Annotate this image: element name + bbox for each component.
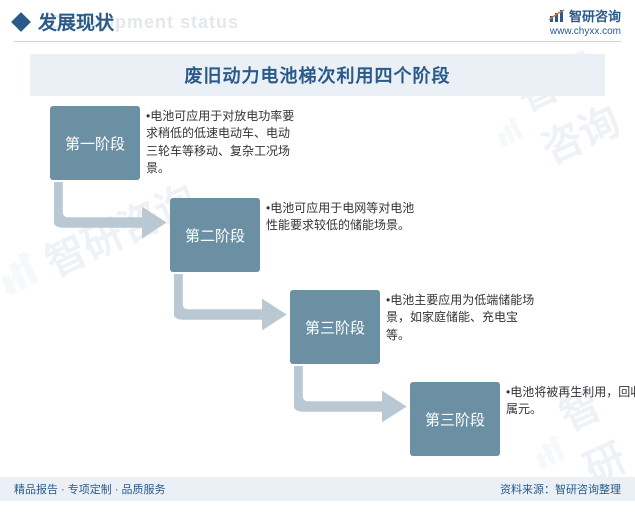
brand-bar-icon <box>549 9 565 23</box>
stage-label: 第三阶段 <box>425 409 485 430</box>
diamond-icon <box>11 12 31 32</box>
stage-4: 第三阶段 •电池将被再生利用，回收金属元。 <box>410 382 635 456</box>
header-title: 发展现状 <box>38 8 114 35</box>
stage-box: 第二阶段 <box>170 198 260 272</box>
stage-desc: •电池将被再生利用，回收金属元。 <box>506 382 635 419</box>
stage-label: 第三阶段 <box>305 317 365 338</box>
stage-desc: •电池主要应用为低端储能场景，如家庭储能、充电宝等。 <box>386 290 536 344</box>
footer: 精品报告 · 专项定制 · 品质服务 资料来源：智研咨询整理 <box>0 477 635 501</box>
footer-left: 精品报告 · 专项定制 · 品质服务 <box>14 481 166 497</box>
arrow-icon <box>54 182 184 247</box>
arrow-icon <box>294 366 424 431</box>
stage-desc: •电池可应用于电网等对电池性能要求较低的储能场景。 <box>266 198 416 235</box>
stage-box: 第三阶段 <box>290 290 380 364</box>
chart-title-container: 废旧动力电池梯次利用四个阶段 <box>30 54 605 96</box>
stage-1: 第一阶段 •电池可应用于对放电功率要求稍低的低速电动车、电动三轮车等移动、复杂工… <box>50 106 296 180</box>
stage-2: 第二阶段 •电池可应用于电网等对电池性能要求较低的储能场景。 <box>170 198 416 272</box>
header: Development status 发展现状 智研咨询 www.chyxx.c… <box>0 0 635 39</box>
header-brand: 智研咨询 www.chyxx.com <box>549 6 621 37</box>
stage-label: 第一阶段 <box>65 133 125 154</box>
stage-box: 第三阶段 <box>410 382 500 456</box>
header-divider <box>14 41 621 42</box>
brand-name: 智研咨询 <box>569 6 621 25</box>
arrow-icon <box>174 274 304 339</box>
stages-area: 第一阶段 •电池可应用于对放电功率要求稍低的低速电动车、电动三轮车等移动、复杂工… <box>20 106 615 466</box>
stage-label: 第二阶段 <box>185 225 245 246</box>
stage-desc: •电池可应用于对放电功率要求稍低的低速电动车、电动三轮车等移动、复杂工况场景。 <box>146 106 296 178</box>
footer-right: 资料来源：智研咨询整理 <box>500 481 621 497</box>
stage-box: 第一阶段 <box>50 106 140 180</box>
chart-title: 废旧动力电池梯次利用四个阶段 <box>30 62 605 88</box>
brand-url: www.chyxx.com <box>549 26 621 37</box>
stage-3: 第三阶段 •电池主要应用为低端储能场景，如家庭储能、充电宝等。 <box>290 290 536 364</box>
